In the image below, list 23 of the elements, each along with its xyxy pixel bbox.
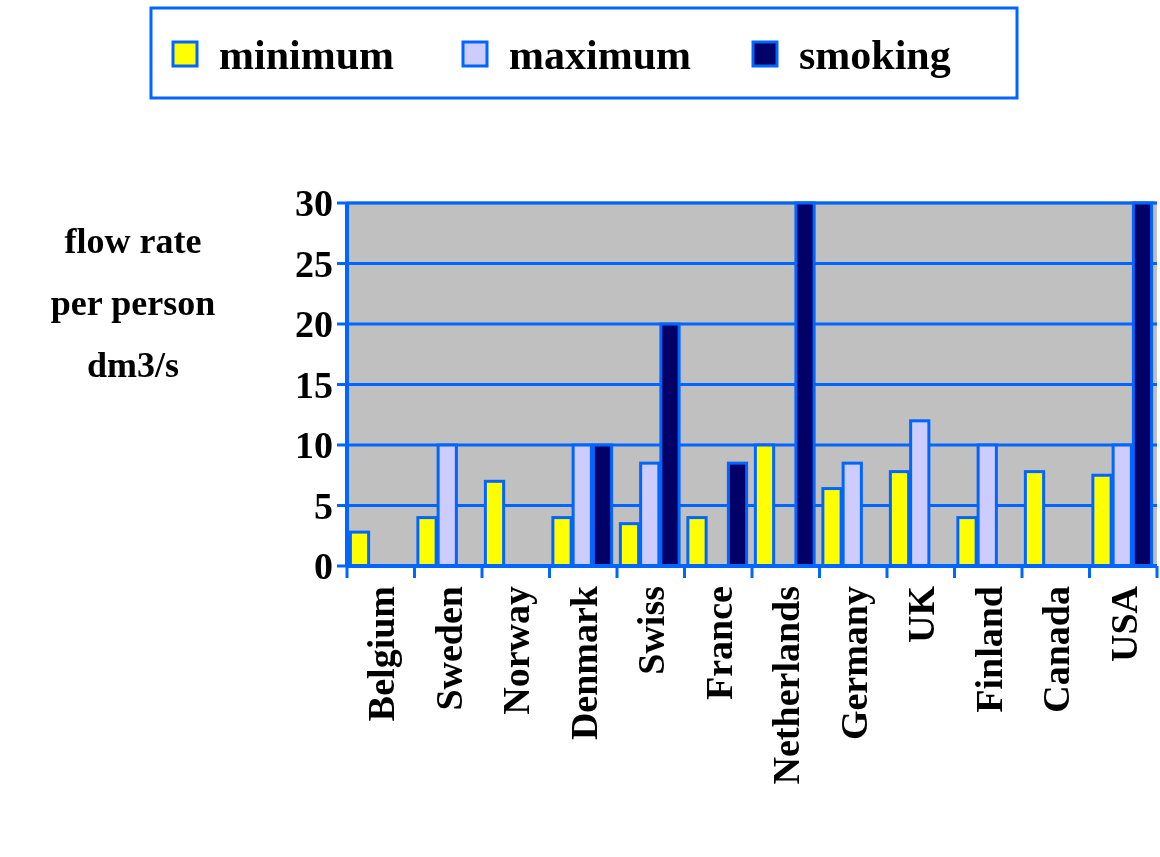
y-tick-label: 5 <box>314 484 333 527</box>
y-tick-label: 10 <box>295 424 333 467</box>
y-tick-label: 20 <box>295 303 333 346</box>
y-tick-label: 25 <box>295 242 333 285</box>
y-tick-label: 30 <box>295 182 333 225</box>
x-tick-label: Denmark <box>562 585 605 741</box>
x-tick-label: Netherlands <box>765 586 808 785</box>
x-tick-label: UK <box>900 585 943 643</box>
x-tick-label: Canada <box>1035 586 1078 713</box>
y-tick-label: 0 <box>314 545 333 588</box>
x-tick-label: Belgium <box>360 586 403 722</box>
x-tick-label: Germany <box>832 586 875 741</box>
x-tick-label: Finland <box>967 586 1010 713</box>
x-tick-label: Sweden <box>427 586 470 711</box>
legend-label: minimum <box>219 31 395 78</box>
x-tick-label: Norway <box>495 586 538 715</box>
x-tick-label: USA <box>1102 585 1145 663</box>
y-axis-title: flow rate per person dm3/s <box>50 221 216 385</box>
legend-label: maximum <box>509 31 691 78</box>
legend-label: smoking <box>799 31 951 78</box>
x-tick-label: Swiss <box>630 586 673 675</box>
x-tick-label: France <box>697 586 740 700</box>
y-tick-label: 15 <box>295 363 333 406</box>
